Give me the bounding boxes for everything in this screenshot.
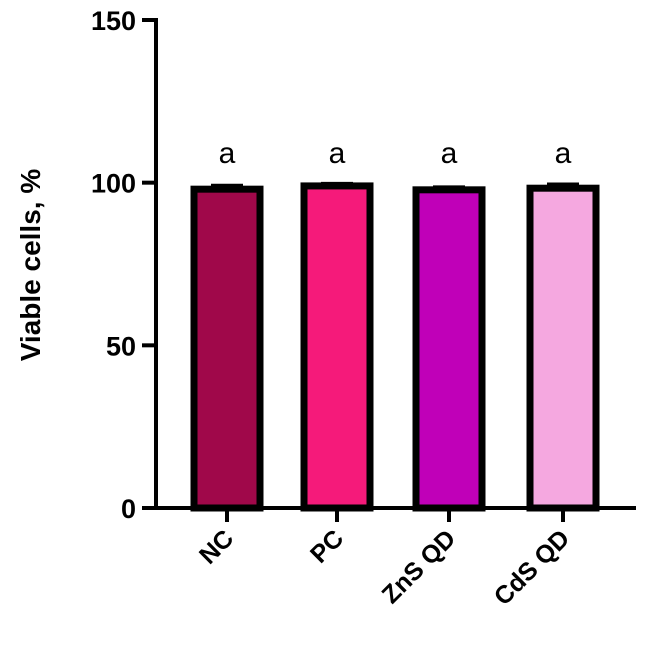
x-tick-label: ZnS QD: [377, 524, 462, 609]
y-tick-label: 0: [121, 494, 136, 524]
y-tick-label: 100: [91, 169, 136, 199]
bar-nc: [190, 185, 264, 512]
x-tick-label: PC: [305, 524, 349, 568]
x-tick-label: NC: [194, 524, 239, 569]
significance-letter: a: [329, 137, 346, 170]
bar-zns-qd: [412, 186, 486, 512]
significance-letter: a: [555, 137, 572, 170]
significance-letter: a: [219, 137, 236, 170]
y-tick-label: 50: [106, 331, 136, 361]
significance-letter: a: [441, 137, 458, 170]
x-tick-label: CdS QD: [489, 524, 576, 611]
y-tick-label: 150: [91, 6, 136, 36]
bar-cds-qd: [526, 184, 600, 512]
bar-pc: [300, 182, 374, 512]
y-axis-label: Viable cells, %: [15, 169, 46, 362]
